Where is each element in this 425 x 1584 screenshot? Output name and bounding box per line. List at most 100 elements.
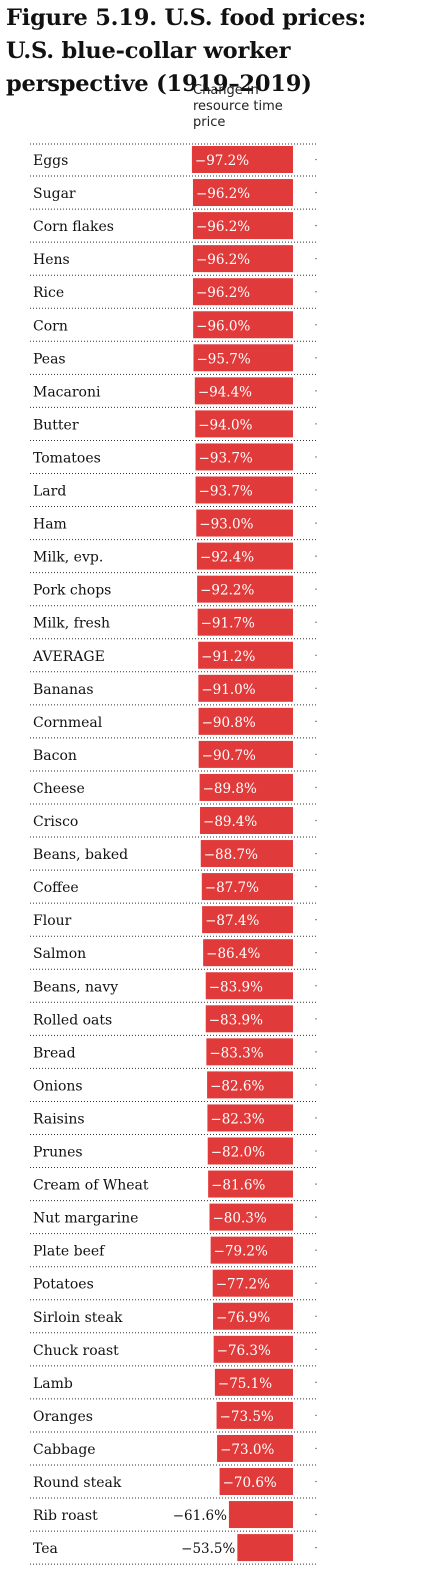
value-label: −90.7% xyxy=(202,748,256,764)
bar xyxy=(217,1434,293,1462)
bar xyxy=(191,146,293,173)
edge-dot xyxy=(315,1414,317,1417)
edge-dot xyxy=(315,1480,317,1483)
edge-dot xyxy=(315,1546,317,1549)
edge-dot xyxy=(315,753,317,756)
category-label: Corn xyxy=(33,318,68,334)
category-label: Cornmeal xyxy=(33,715,103,731)
category-label: Rib roast xyxy=(33,1508,98,1524)
bar xyxy=(195,410,293,438)
category-label: Crisco xyxy=(33,814,78,830)
category-label: Cheese xyxy=(33,781,85,797)
category-label: Prunes xyxy=(33,1145,83,1161)
bar xyxy=(197,575,293,603)
value-label: −93.7% xyxy=(199,484,253,500)
value-label: −96.0% xyxy=(196,318,250,334)
edge-dot xyxy=(315,522,317,524)
value-label: −96.2% xyxy=(196,285,250,301)
edge-dot xyxy=(315,1117,317,1119)
edge-dot xyxy=(315,885,317,888)
bar xyxy=(210,1236,293,1264)
value-label: −87.4% xyxy=(205,913,259,929)
bar xyxy=(205,972,293,1000)
value-label: −94.0% xyxy=(198,417,252,433)
edge-dot xyxy=(315,720,317,723)
bar xyxy=(192,278,293,306)
bar xyxy=(197,608,293,636)
category-label: Potatoes xyxy=(33,1277,94,1293)
edge-dot xyxy=(315,621,317,623)
category-label: Sugar xyxy=(33,186,76,202)
category-label: Eggs xyxy=(33,153,68,169)
bar xyxy=(192,245,293,273)
edge-dot xyxy=(315,1150,317,1152)
value-label: −93.7% xyxy=(199,450,253,466)
value-label: −53.5% xyxy=(181,1541,235,1557)
edge-dot xyxy=(315,687,317,690)
value-label: −81.6% xyxy=(211,1178,265,1194)
category-label: Butter xyxy=(33,417,79,433)
edge-dot xyxy=(315,555,317,557)
bar xyxy=(195,476,293,504)
category-label: Ham xyxy=(33,517,67,533)
value-label: −87.7% xyxy=(205,880,259,896)
category-label: Bananas xyxy=(33,682,94,698)
edge-dot xyxy=(315,852,317,855)
bar xyxy=(216,1401,293,1429)
edge-dot xyxy=(315,654,317,656)
value-label: −76.3% xyxy=(217,1343,271,1359)
value-label: −89.4% xyxy=(203,814,257,830)
category-label: Hens xyxy=(33,252,70,268)
edge-dot xyxy=(315,1381,317,1384)
category-label: Tomatoes xyxy=(33,450,101,466)
value-label: −92.2% xyxy=(200,583,254,599)
bar xyxy=(219,1468,293,1495)
edge-dot xyxy=(315,985,317,987)
edge-dot xyxy=(315,1183,317,1185)
value-label: −91.2% xyxy=(201,649,255,665)
edge-dot xyxy=(315,952,317,954)
bar xyxy=(198,740,293,768)
category-label: Rice xyxy=(33,285,64,301)
edge-dot xyxy=(315,1084,317,1086)
category-label: Lamb xyxy=(33,1376,73,1392)
bar xyxy=(207,1071,293,1099)
category-label: Sirloin steak xyxy=(33,1310,123,1326)
bar xyxy=(193,344,293,372)
category-label: Peas xyxy=(33,351,66,367)
bar xyxy=(196,542,293,570)
bar xyxy=(192,212,293,240)
bar xyxy=(212,1269,293,1297)
category-label: Round steak xyxy=(33,1475,122,1491)
value-label: −93.0% xyxy=(199,517,253,533)
value-label: −75.1% xyxy=(218,1376,272,1392)
bar xyxy=(195,443,293,471)
category-label: Pork chops xyxy=(33,583,111,599)
edge-dot xyxy=(315,1216,317,1218)
bar xyxy=(202,906,293,934)
bar xyxy=(209,1203,293,1231)
category-label: Rolled oats xyxy=(33,1012,112,1028)
value-label: −95.7% xyxy=(196,351,250,367)
value-label: −86.4% xyxy=(206,946,260,962)
category-label: Salmon xyxy=(33,946,86,962)
edge-dot xyxy=(315,390,317,392)
category-label: Corn flakes xyxy=(33,219,114,235)
edge-dot xyxy=(315,588,317,590)
bar xyxy=(228,1501,293,1529)
bar xyxy=(198,674,293,702)
value-label: −89.8% xyxy=(203,781,257,797)
category-label: Coffee xyxy=(33,880,79,896)
value-label: −61.6% xyxy=(173,1508,227,1524)
edge-dot xyxy=(315,1513,317,1516)
edge-dot xyxy=(315,786,317,789)
bar xyxy=(203,939,293,967)
column-header: Change in resource time price xyxy=(193,83,283,130)
value-label: −96.2% xyxy=(196,219,250,235)
edge-dot xyxy=(315,1249,317,1251)
edge-dot xyxy=(315,819,317,822)
edge-dot xyxy=(315,1447,317,1450)
value-label: −83.9% xyxy=(209,1012,263,1028)
category-label: AVERAGE xyxy=(32,649,105,665)
